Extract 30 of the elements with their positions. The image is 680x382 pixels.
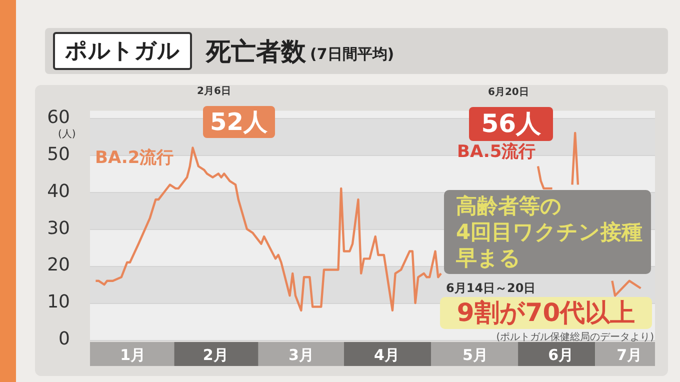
annotation: 早まる	[456, 245, 521, 271]
y-tick-label: 40	[47, 180, 70, 202]
y-tick-label: 10	[47, 292, 70, 313]
text: (7日間平均)	[310, 44, 394, 64]
annotation: BA.5流行	[457, 141, 536, 163]
text: 2月6日	[197, 85, 231, 98]
x-tick-label: 3月	[288, 346, 314, 364]
y-tick-label: 20	[47, 254, 70, 276]
annotation: 高齢者等の	[456, 193, 562, 219]
y-tick-label: 30	[47, 218, 70, 239]
annotation: 9割が70代以上	[440, 297, 652, 329]
annotation: 4回目ワクチン接種	[456, 219, 643, 245]
annotation: 56人	[469, 106, 554, 141]
y-axis-title: (人)	[58, 128, 76, 142]
x-tick-label: 4月	[374, 346, 400, 364]
y-tick-label: 60	[47, 106, 70, 128]
y-tick-label: 0	[58, 328, 70, 350]
annotation: (ポルトガル保健総局のデータより)	[495, 331, 654, 344]
chart-subtitle: 死亡者数	[206, 36, 306, 68]
chart-title: ポルトガル	[53, 32, 192, 70]
annotation: 6月14日～20日	[446, 280, 536, 297]
x-tick-label: 7月	[616, 346, 642, 364]
x-tick-label: 5月	[462, 346, 488, 364]
y-tick-label: 50	[47, 144, 70, 165]
x-tick-label: 1月	[120, 346, 146, 364]
text: 6月20日	[488, 86, 529, 99]
annotation: 52人	[202, 106, 275, 138]
x-tick-label: 6月	[548, 346, 574, 364]
annotation: BA.2流行	[95, 147, 174, 169]
x-tick-label: 2月	[202, 346, 228, 364]
